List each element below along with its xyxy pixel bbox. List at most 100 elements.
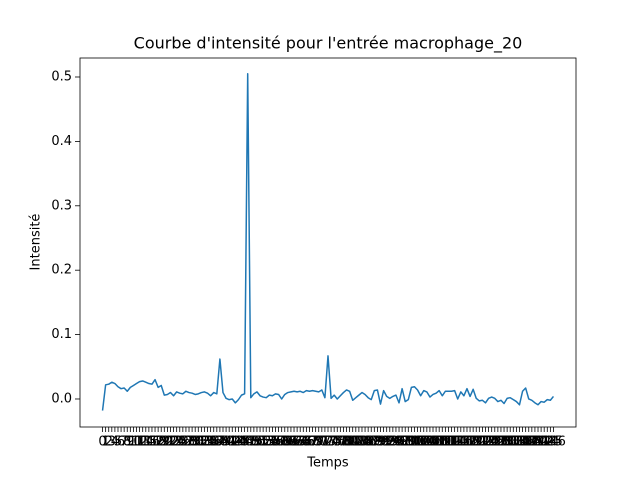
- x-tick-label: 68: [304, 435, 321, 450]
- x-tick-label: 124: [473, 435, 498, 450]
- x-tick-label: 40: [218, 435, 235, 450]
- plot-frame: [79, 57, 577, 428]
- x-tick-label: 10: [125, 435, 142, 450]
- y-tick-label: 0.0: [51, 391, 72, 406]
- x-tick-label: 82: [348, 435, 365, 450]
- x-tick-label: 36: [205, 435, 222, 450]
- x-tick-label: 141: [526, 435, 551, 450]
- x-tick-label: 143: [532, 435, 557, 450]
- x-tick-label: 134: [504, 435, 529, 450]
- x-tick-label: 65: [295, 435, 312, 450]
- x-tick-label: 86: [360, 435, 377, 450]
- x-tick-label: 67: [301, 435, 318, 450]
- x-tick-label: 66: [298, 435, 315, 450]
- x-tick-label: 81: [344, 435, 361, 450]
- x-tick-label: 17: [147, 435, 164, 450]
- x-tick-label: 16: [144, 435, 161, 450]
- data-line: [101, 73, 555, 411]
- x-tick-label: 31: [190, 435, 207, 450]
- x-tick-label: 102: [405, 435, 430, 450]
- x-tick-label: 53: [258, 435, 275, 450]
- x-tick-label: 4: [111, 435, 119, 450]
- x-tick-label: 92: [378, 435, 395, 450]
- x-tick-label: 33: [196, 435, 213, 450]
- y-axis-label: Intensité: [29, 214, 44, 271]
- x-tick-label: 93: [381, 435, 398, 450]
- x-tick-label: 99: [400, 435, 417, 450]
- x-tick-label: 103: [408, 435, 433, 450]
- x-tick-label: 43: [227, 435, 244, 450]
- x-tick-label: 13: [134, 435, 151, 450]
- x-tick-label: 144: [535, 435, 560, 450]
- chart-title: Courbe d'intensité pour l'entrée macroph…: [134, 34, 523, 54]
- x-tick-label: 119: [458, 435, 483, 450]
- x-tick-label: 23: [165, 435, 182, 450]
- x-tick-label: 37: [209, 435, 226, 450]
- x-tick-label: 59: [276, 435, 293, 450]
- x-tick-label: 84: [354, 435, 371, 450]
- x-tick-label: 6: [117, 435, 125, 450]
- x-tick-label: 97: [394, 435, 411, 450]
- x-tick-label: 28: [181, 435, 198, 450]
- x-tick-label: 26: [175, 435, 192, 450]
- x-tick-label: 108: [424, 435, 449, 450]
- x-tick-label: 55: [264, 435, 281, 450]
- x-tick-label: 109: [427, 435, 452, 450]
- x-tick-label: 72: [317, 435, 334, 450]
- x-tick-label: 74: [323, 435, 340, 450]
- x-tick-label: 80: [341, 435, 358, 450]
- x-tick-label: 63: [289, 435, 306, 450]
- x-tick-label: 41: [221, 435, 238, 450]
- x-tick-label: 115: [445, 435, 470, 450]
- x-tick-label: 140: [523, 435, 548, 450]
- x-tick-label: 87: [363, 435, 380, 450]
- x-tick-label: 100: [399, 435, 424, 450]
- x-tick-label: 22: [162, 435, 179, 450]
- x-tick-label: 27: [178, 435, 195, 450]
- x-tick-label: 89: [369, 435, 386, 450]
- x-tick-label: 146: [541, 435, 566, 450]
- x-tick-label: 61: [283, 435, 300, 450]
- x-tick-label: 34: [199, 435, 216, 450]
- x-tick-label: 120: [461, 435, 486, 450]
- x-tick-label: 7: [120, 435, 128, 450]
- x-tick-label: 9: [126, 435, 134, 450]
- x-tick-label: 111: [433, 435, 458, 450]
- x-tick-label: 49: [246, 435, 263, 450]
- x-tick-label: 130: [492, 435, 517, 450]
- x-tick-label: 73: [320, 435, 337, 450]
- x-tick-label: 30: [187, 435, 204, 450]
- x-tick-label: 20: [156, 435, 173, 450]
- x-tick-label: 85: [357, 435, 374, 450]
- x-tick-label: 122: [467, 435, 492, 450]
- x-tick-label: 35: [202, 435, 219, 450]
- x-tick-label: 25: [171, 435, 188, 450]
- x-tick-label: 32: [193, 435, 210, 450]
- x-tick-label: 128: [485, 435, 510, 450]
- y-tick-label: 0.5: [51, 69, 72, 84]
- x-tick-label: 95: [388, 435, 405, 450]
- x-tick-label: 104: [411, 435, 436, 450]
- x-tick-label: 64: [292, 435, 309, 450]
- x-tick-label: 125: [476, 435, 501, 450]
- y-tick-label: 0.3: [51, 198, 72, 213]
- x-tick-label: 42: [224, 435, 241, 450]
- x-tick-label: 118: [455, 435, 480, 450]
- x-tick-label: 101: [402, 435, 427, 450]
- x-tick-label: 79: [338, 435, 355, 450]
- x-tick-label: 78: [335, 435, 352, 450]
- x-tick-label: 71: [314, 435, 331, 450]
- x-tick-label: 91: [375, 435, 392, 450]
- x-tick-label: 139: [519, 435, 544, 450]
- x-tick-label: 69: [307, 435, 324, 450]
- x-tick-label: 98: [397, 435, 414, 450]
- x-tick-label: 137: [513, 435, 538, 450]
- x-tick-label: 11: [128, 435, 145, 450]
- y-tick-label: 0.2: [51, 263, 72, 278]
- x-tick-label: 133: [501, 435, 526, 450]
- x-tick-label: 127: [482, 435, 507, 450]
- x-tick-label: 106: [418, 435, 443, 450]
- x-tick-label: 83: [351, 435, 368, 450]
